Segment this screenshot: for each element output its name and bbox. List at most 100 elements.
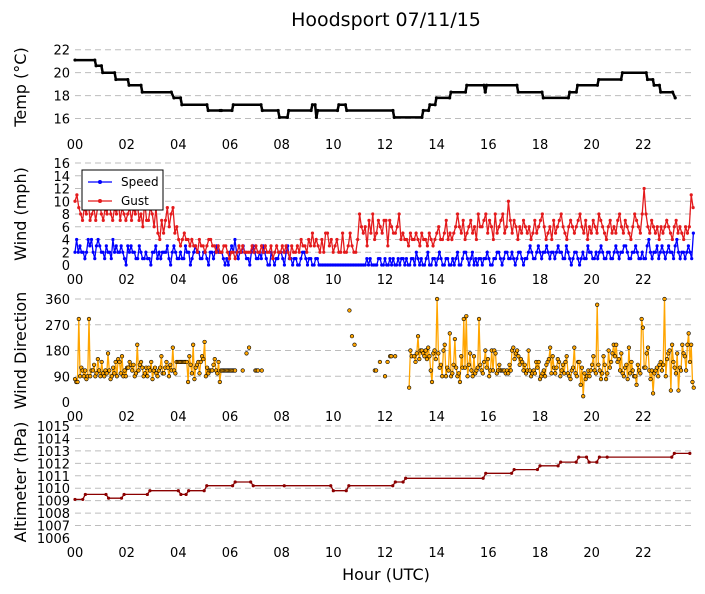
data-point (587, 374, 592, 379)
data-point (335, 108, 340, 113)
data-point (601, 225, 605, 229)
y-axis-label: Temp (°C) (11, 47, 30, 127)
data-point (614, 231, 618, 235)
data-point (259, 257, 263, 261)
data-point (427, 231, 431, 235)
legend-box (81, 169, 164, 211)
data-point (627, 231, 631, 235)
data-point (563, 359, 568, 365)
y-tick-label: 16 (53, 157, 70, 172)
data-point (446, 257, 450, 261)
data-point (282, 484, 286, 488)
data-point (412, 354, 417, 359)
data-point (414, 250, 418, 254)
data-point (437, 225, 441, 229)
data-point (569, 218, 573, 222)
data-point (690, 257, 694, 261)
data-point (83, 368, 88, 373)
data-point (240, 368, 245, 373)
data-point (363, 225, 367, 229)
data-point (535, 467, 540, 472)
y-tick-label: 180 (45, 345, 70, 360)
data-point (210, 368, 215, 373)
data-point (546, 231, 550, 235)
data-point (421, 108, 425, 113)
data-point (112, 371, 117, 376)
data-point (267, 263, 272, 267)
data-point (605, 371, 610, 376)
data-point (446, 368, 451, 373)
data-point (491, 237, 495, 242)
data-point (463, 90, 468, 94)
data-point (91, 250, 95, 254)
data-point (102, 374, 107, 379)
data-point (275, 244, 279, 248)
data-point (670, 250, 674, 254)
data-point (111, 237, 115, 242)
data-point (175, 225, 179, 229)
data-point (625, 377, 630, 382)
data-point (248, 250, 252, 254)
panel-direction: 0 90 180 270 360 00 02 04 06 08 10 12 14 16 18 20 22 Wind… (11, 292, 696, 425)
data-point (461, 316, 466, 322)
data-point (185, 379, 191, 385)
data-point (439, 257, 443, 261)
data-point (569, 263, 573, 267)
data-point (123, 374, 128, 379)
data-point (145, 374, 150, 379)
data-point (284, 244, 288, 248)
data-point (431, 244, 435, 248)
data-point (690, 379, 695, 385)
data-point (139, 212, 143, 216)
y-tick-label: 12 (53, 183, 70, 198)
data-point (629, 237, 633, 242)
data-point (629, 359, 634, 365)
data-point (391, 257, 395, 261)
y-tick-label: 6 (62, 221, 70, 236)
chart-title: Hoodsport 07/11/15 (291, 9, 481, 31)
y-tick-label: 10 (53, 195, 70, 210)
data-point (130, 368, 135, 373)
data-point (486, 231, 490, 235)
data-point (691, 385, 696, 390)
data-point (122, 368, 127, 373)
x-tick-label: 08 (273, 273, 290, 288)
data-point (675, 351, 680, 356)
data-point (676, 231, 680, 235)
data-point (83, 257, 87, 261)
data-point (606, 225, 610, 229)
data-point (455, 250, 460, 254)
data-point (168, 362, 173, 367)
data-point (564, 244, 568, 248)
data-point (591, 218, 595, 222)
data-point (187, 489, 191, 493)
data-point (416, 257, 420, 261)
data-point (313, 103, 317, 107)
data-point (413, 263, 417, 267)
x-tick-label: 12 (377, 546, 394, 561)
data-point (510, 250, 514, 254)
data-point (549, 371, 554, 376)
data-point (601, 250, 605, 254)
data-point (135, 342, 140, 347)
data-point (517, 362, 522, 367)
data-point (675, 237, 679, 242)
x-tick-label: 20 (583, 410, 600, 425)
data-point (94, 371, 99, 376)
data-point (246, 345, 252, 350)
x-tick-label: 10 (325, 273, 342, 288)
data-point (206, 108, 210, 113)
data-point (624, 244, 628, 248)
data-point (655, 225, 659, 229)
data-point (614, 342, 619, 347)
data-point (304, 257, 308, 261)
data-point (216, 359, 221, 365)
data-point (556, 464, 560, 468)
data-point (423, 237, 428, 242)
data-point (639, 316, 644, 322)
data-point (191, 342, 196, 347)
data-point (126, 244, 130, 248)
data-point (638, 231, 642, 235)
data-point (455, 212, 460, 216)
data-point (150, 377, 155, 382)
